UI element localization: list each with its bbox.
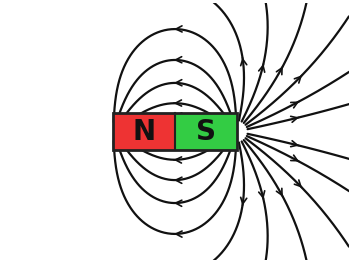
Bar [113,113,175,150]
Bar [113,113,237,150]
Text: S: S [196,118,216,145]
Bar [175,113,237,150]
Text: N: N [133,118,156,145]
